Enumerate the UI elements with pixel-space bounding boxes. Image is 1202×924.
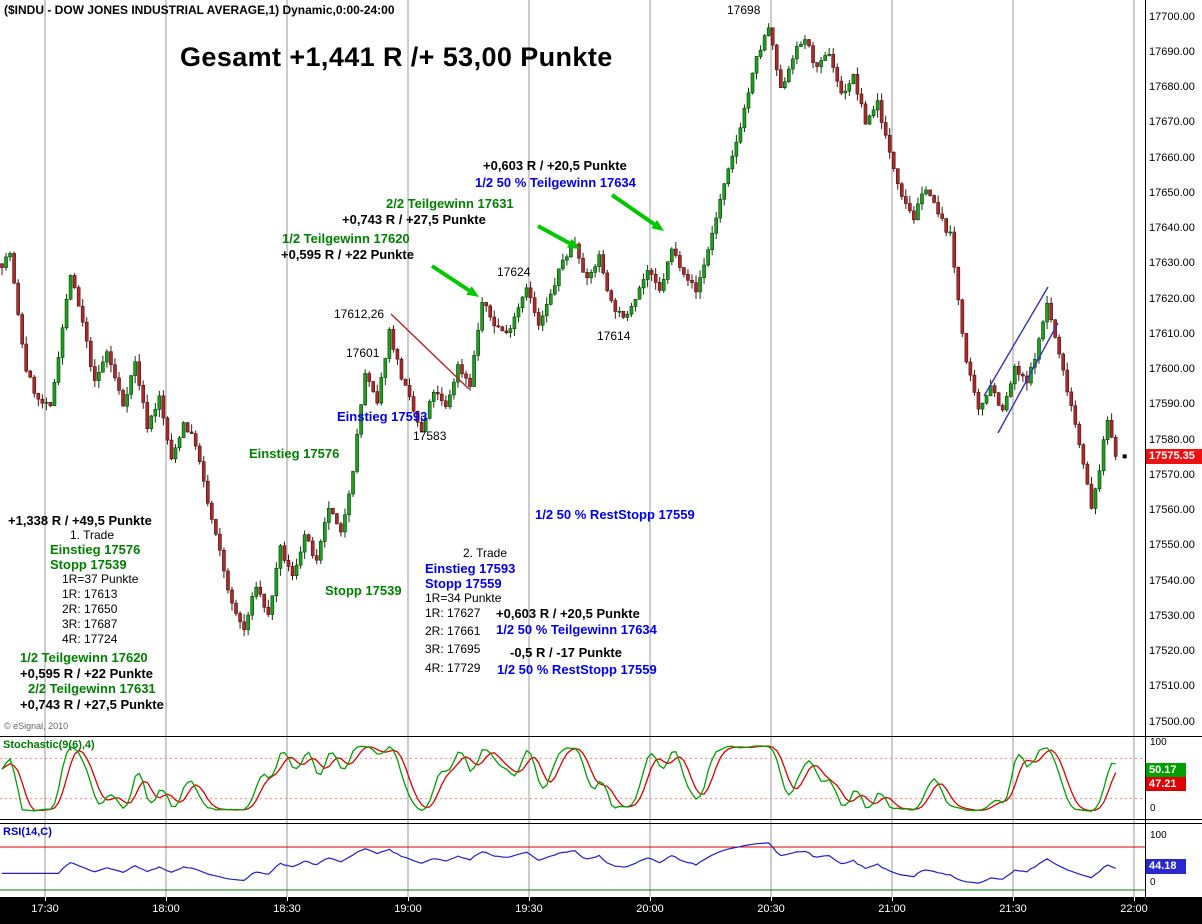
chart-annotation: Stopp 17539 <box>325 583 402 598</box>
chart-annotation: 1/2 Teilgewinn 17620 <box>282 231 410 246</box>
time-axis-tick <box>771 897 772 901</box>
time-axis-label: 21:00 <box>878 903 906 915</box>
chart-annotation: Einstieg 17576 <box>249 446 340 461</box>
chart-annotation: +0,603 R / +20,5 Punkte <box>483 158 627 173</box>
time-axis-tick <box>892 897 893 901</box>
price-axis-label: 17500.00 <box>1149 715 1195 728</box>
time-axis-label: 19:00 <box>394 903 422 915</box>
chart-annotation: +0,743 R / +27,5 Punkte <box>342 212 486 227</box>
price-axis-label: 17630.00 <box>1149 257 1195 270</box>
chart-annotation: 2R: 17661 <box>425 624 481 638</box>
chart-annotation: Einstieg 17593 <box>425 561 516 576</box>
chart-annotation: +0,595 R / +22 Punkte <box>281 247 414 262</box>
price-axis-label: 17650.00 <box>1149 186 1195 199</box>
chart-annotation: 1/2 50 % Teilgewinn 17634 <box>496 622 657 637</box>
chart-annotation: Stopp 17559 <box>425 576 502 591</box>
time-axis-label: 18:00 <box>152 903 180 915</box>
time-axis-tick <box>166 897 167 901</box>
chart-annotation: 1/2 50 % Teilgewinn 17634 <box>475 175 636 190</box>
time-axis-tick <box>408 897 409 901</box>
chart-annotation: 2/2 Teilgewinn 17631 <box>386 196 514 211</box>
chart-annotation: 17624 <box>497 265 531 279</box>
chart-annotation: +0,603 R / +20,5 Punkte <box>496 606 640 621</box>
chart-annotation: 3R: 17687 <box>62 617 118 631</box>
chart-annotation: 1/2 50 % RestStopp 17559 <box>535 507 695 522</box>
chart-annotation: +1,338 R / +49,5 Punkte <box>8 513 152 528</box>
chart-annotation: Stopp 17539 <box>50 557 127 572</box>
chart-annotation: -0,5 R / -17 Punkte <box>510 645 622 660</box>
chart-annotation: 1R: 17627 <box>425 606 481 620</box>
chart-annotation: 17698 <box>727 3 761 17</box>
price-axis-label: 17510.00 <box>1149 680 1195 693</box>
last-price-box: 17575.35 <box>1146 449 1202 464</box>
price-axis-label: 17700.00 <box>1149 10 1195 23</box>
time-axis-label: 19:30 <box>515 903 543 915</box>
chart-annotation: 17612,26 <box>334 307 385 321</box>
chart-annotation: 2. Trade <box>463 546 508 560</box>
price-axis-label: 17620.00 <box>1149 292 1195 305</box>
chart-annotation: Einstieg 17593 <box>337 409 428 424</box>
price-axis-label: 17570.00 <box>1149 468 1195 481</box>
rsi-scale-top: 100 <box>1150 830 1167 841</box>
chart-annotation: 2R: 17650 <box>62 602 118 616</box>
window-title: ($INDU - DOW JONES INDUSTRIAL AVERAGE,1)… <box>4 3 395 17</box>
chart-annotation: 17583 <box>413 429 447 443</box>
price-axis-label: 17540.00 <box>1149 574 1195 587</box>
chart-annotation: 1/2 Teilgewinn 17620 <box>20 650 148 665</box>
chart-annotation: 1R=37 Punkte <box>62 572 139 586</box>
price-axis-label: 17520.00 <box>1149 645 1195 657</box>
price-axis-label: 17680.00 <box>1149 81 1195 93</box>
chart-annotation: 1R: 17613 <box>62 587 118 601</box>
price-axis-label: 17590.00 <box>1149 398 1195 411</box>
price-axis-label: 17530.00 <box>1149 609 1195 622</box>
chart-annotation: Einstieg 17576 <box>50 542 141 557</box>
chart-annotation: 17601 <box>346 346 380 360</box>
time-axis-label: 22:00 <box>1120 903 1148 915</box>
time-axis-tick <box>287 897 288 901</box>
time-axis-label: 20:00 <box>636 903 664 915</box>
chart-annotation: +0,595 R / +22 Punkte <box>20 666 153 681</box>
rsi-label: RSI(14,C) <box>3 826 52 838</box>
chart-annotation: 4R: 17729 <box>425 661 481 675</box>
stochastic-label: Stochastic(9(6),4) <box>3 739 95 751</box>
price-axis-label: 17560.00 <box>1149 504 1195 516</box>
chart-annotation: 1. Trade <box>70 528 115 542</box>
time-axis-label: 18:30 <box>273 903 301 915</box>
time-axis-label: 20:30 <box>757 903 785 915</box>
rsi-value-box: 44.18 <box>1146 859 1186 874</box>
chart-annotation: 1R=34 Punkte <box>425 591 502 605</box>
time-axis-label: 21:30 <box>999 903 1027 915</box>
price-axis-label: 17580.00 <box>1149 433 1195 446</box>
time-axis-label: 17:30 <box>31 903 59 915</box>
stochastic-scale-bottom: 0 <box>1150 803 1156 814</box>
time-axis-tick <box>1013 897 1014 901</box>
time-axis-tick <box>650 897 651 901</box>
chart-annotation: 2/2 Teilgewinn 17631 <box>28 681 156 696</box>
price-axis-label: 17640.00 <box>1149 222 1195 234</box>
chart-annotation: 17614 <box>597 329 631 343</box>
chart-annotation: 1/2 50 % RestStopp 17559 <box>497 662 657 677</box>
price-axis-label: 17660.00 <box>1149 151 1195 164</box>
price-axis-label: 17610.00 <box>1149 327 1195 340</box>
time-axis-tick <box>529 897 530 901</box>
price-axis-label: 17690.00 <box>1149 45 1195 58</box>
chart-annotation: 3R: 17695 <box>425 642 481 656</box>
time-axis[interactable]: 17:30 18:00 18:30 19:00 19:30 20:00 20:30 21:00… <box>0 897 1202 924</box>
esignal-copyright: © eSignal, 2010 <box>4 721 69 731</box>
price-axis[interactable]: 17700.00 17690.00 17680.00 17670.00 17660.00… <box>1146 0 1202 897</box>
stochastic-value-green: 50.17 <box>1146 763 1186 777</box>
time-axis-tick <box>1134 897 1135 901</box>
headline-total-result: Gesamt +1,441 R /+ 53,00 Punkte <box>180 42 613 72</box>
chart-annotation: +0,743 R / +27,5 Punkte <box>20 697 164 712</box>
price-axis-label: 17550.00 <box>1149 539 1195 552</box>
time-axis-tick <box>45 897 46 901</box>
price-axis-label: 17670.00 <box>1149 116 1195 129</box>
price-axis-label: 17600.00 <box>1149 363 1195 375</box>
rsi-scale-bottom: 0 <box>1150 877 1156 888</box>
chart-annotation: 4R: 17724 <box>62 632 118 646</box>
stochastic-scale-top: 100 <box>1150 737 1167 748</box>
stochastic-value-red: 47.21 <box>1146 777 1186 791</box>
